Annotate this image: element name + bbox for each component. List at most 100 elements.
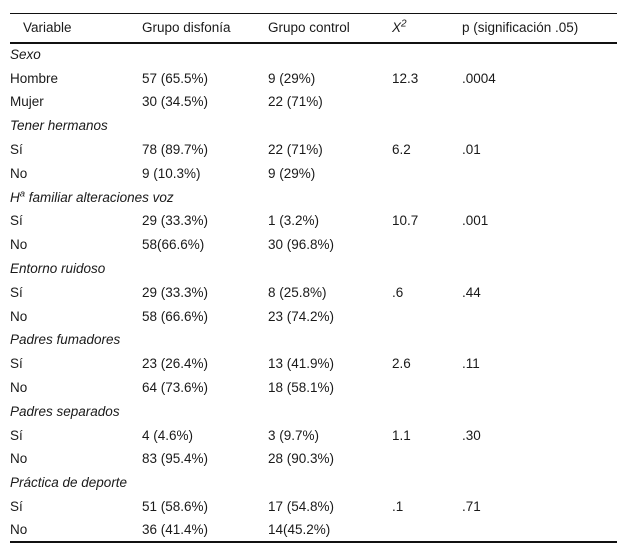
section-row: Práctica de deporte — [10, 471, 617, 495]
section-row: Entorno ruidoso — [10, 257, 617, 281]
chi-cell: 10.7 — [392, 213, 419, 229]
p-cell: .0004 — [462, 70, 496, 86]
p-cell: .11 — [462, 356, 480, 372]
level-cell: No — [10, 308, 28, 324]
p-cell — [462, 90, 617, 114]
level-cell: No — [10, 165, 28, 181]
control-cell: 28 (90.3%) — [268, 451, 335, 467]
data-row: No 64 (73.6%) 18 (58.1%) — [10, 376, 617, 400]
table-body: Sexo Hombre 57 (65.5%) 9 (29%) 12.3 .0004 Muje… — [10, 43, 617, 543]
level-cell: No — [10, 522, 28, 538]
disfonia-cell: 51 (58.6%) — [142, 499, 209, 515]
disfonia-cell: 23 (26.4%) — [142, 356, 209, 372]
disfonia-cell: 57 (65.5%) — [142, 70, 209, 86]
disfonia-cell: 83 (95.4%) — [142, 451, 209, 467]
data-row: Sí 29 (33.3%) 8 (25.8%) .6 .44 — [10, 280, 617, 304]
section-row: Ha familiar alteraciones voz — [10, 185, 617, 209]
control-cell: 18 (58.1%) — [268, 380, 335, 396]
level-cell: No — [10, 451, 28, 467]
disfonia-cell: 9 (10.3%) — [142, 165, 201, 181]
p-cell: .71 — [462, 499, 481, 515]
level-cell: Hombre — [10, 70, 59, 86]
statistics-table-container: Variable Grupo disfonía Grupo control X2… — [10, 13, 617, 544]
statistics-table: Variable Grupo disfonía Grupo control X2… — [10, 13, 617, 544]
section-row: Sexo — [10, 43, 617, 67]
disfonia-cell: 4 (4.6%) — [142, 427, 194, 443]
chi-cell — [392, 376, 462, 400]
data-row: No 9 (10.3%) 9 (29%) — [10, 161, 617, 185]
table-header: Variable Grupo disfonía Grupo control X2… — [10, 13, 617, 44]
p-cell: .01 — [462, 142, 481, 158]
p-cell: .30 — [462, 427, 481, 443]
disfonia-cell: 29 (33.3%) — [142, 213, 209, 229]
data-row: Sí 29 (33.3%) 1 (3.2%) 10.7 .001 — [10, 209, 617, 233]
control-cell: 17 (54.8%) — [268, 499, 335, 515]
level-cell: Sí — [10, 427, 23, 443]
data-row: Mujer 30 (34.5%) 22 (71%) — [10, 90, 617, 114]
chi-cell — [392, 90, 462, 114]
chi-cell: .6 — [392, 284, 404, 300]
section-row: Padres separados — [10, 399, 617, 423]
section-label: Tener hermanos — [10, 118, 108, 134]
control-cell: 1 (3.2%) — [268, 213, 320, 229]
chi-cell — [392, 518, 462, 542]
p-cell — [462, 304, 617, 328]
p-cell: .44 — [462, 284, 481, 300]
chi-cell — [392, 447, 462, 471]
data-row: Sí 23 (26.4%) 13 (41.9%) 2.6 .11 — [10, 352, 617, 376]
level-cell: Sí — [10, 213, 23, 229]
control-cell: 8 (25.8%) — [268, 284, 327, 300]
level-cell: No — [10, 380, 28, 396]
section-label: Ha familiar alteraciones voz — [10, 188, 174, 205]
chi-cell: .1 — [392, 499, 404, 515]
p-cell — [462, 233, 617, 257]
level-cell: Sí — [10, 499, 23, 515]
control-cell: 22 (71%) — [268, 94, 323, 110]
header-chi-squared: X2 — [392, 13, 462, 44]
disfonia-cell: 30 (34.5%) — [142, 94, 209, 110]
section-label: Padres fumadores — [10, 332, 121, 348]
chi-cell: 6.2 — [392, 142, 411, 158]
data-row: No 58(66.6%) 30 (96.8%) — [10, 233, 617, 257]
section-row: Padres fumadores — [10, 328, 617, 352]
disfonia-cell: 36 (41.4%) — [142, 522, 209, 538]
header-grupo-disfonia: Grupo disfonía — [142, 13, 268, 44]
control-cell: 30 (96.8%) — [268, 237, 335, 253]
control-cell: 3 (9.7%) — [268, 427, 320, 443]
chi-cell: 2.6 — [392, 356, 411, 372]
chi-cell — [392, 233, 462, 257]
control-cell: 23 (74.2%) — [268, 308, 335, 324]
chi-cell — [392, 304, 462, 328]
data-row: Sí 4 (4.6%) 3 (9.7%) 1.1 .30 — [10, 423, 617, 447]
level-cell: Sí — [10, 356, 23, 372]
p-cell — [462, 161, 617, 185]
data-row: Sí 78 (89.7%) 22 (71%) 6.2 .01 — [10, 138, 617, 162]
level-cell: No — [10, 237, 28, 253]
section-label: Entorno ruidoso — [10, 261, 106, 277]
section-label: Padres separados — [10, 403, 120, 419]
data-row: Hombre 57 (65.5%) 9 (29%) 12.3 .0004 — [10, 66, 617, 90]
level-cell: Sí — [10, 142, 23, 158]
p-cell: .001 — [462, 213, 489, 229]
disfonia-cell: 29 (33.3%) — [142, 284, 209, 300]
section-label: Sexo — [10, 47, 41, 63]
chi-cell: 1.1 — [392, 427, 411, 443]
disfonia-cell: 58 (66.6%) — [142, 308, 209, 324]
data-row: No 36 (41.4%) 14(45.2%) — [10, 518, 617, 542]
control-cell: 22 (71%) — [268, 142, 323, 158]
header-p-value: p (significación .05) — [462, 13, 617, 44]
disfonia-cell: 58(66.6%) — [142, 237, 205, 253]
chi-cell — [392, 161, 462, 185]
control-cell: 13 (41.9%) — [268, 356, 335, 372]
disfonia-cell: 78 (89.7%) — [142, 142, 209, 158]
level-cell: Mujer — [10, 94, 44, 110]
data-row: No 83 (95.4%) 28 (90.3%) — [10, 447, 617, 471]
section-row: Tener hermanos — [10, 114, 617, 138]
data-row: Sí 51 (58.6%) 17 (54.8%) .1 .71 — [10, 495, 617, 519]
p-cell — [462, 518, 617, 542]
level-cell: Sí — [10, 284, 23, 300]
header-row: Variable Grupo disfonía Grupo control X2… — [10, 13, 617, 44]
header-grupo-control: Grupo control — [268, 13, 392, 44]
data-row: No 58 (66.6%) 23 (74.2%) — [10, 304, 617, 328]
